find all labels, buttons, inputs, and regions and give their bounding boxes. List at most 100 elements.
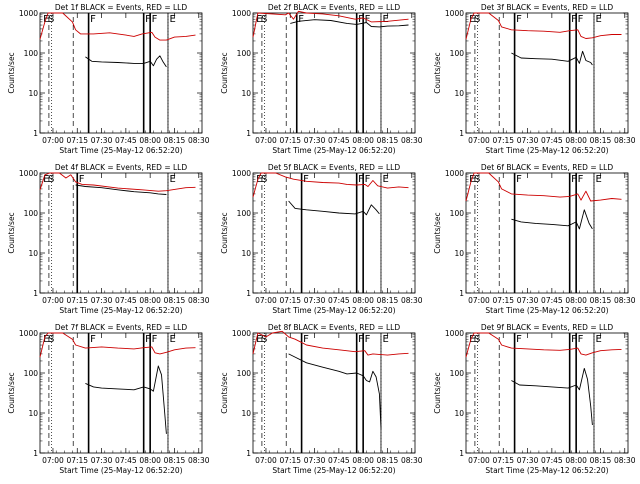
y-tick-label: 100 <box>450 369 465 378</box>
x-tick-label: 07:45 <box>328 456 350 465</box>
plot-frame <box>39 332 203 454</box>
marker-label: F <box>90 334 96 345</box>
y-tick-label: 100 <box>237 209 252 218</box>
marker-label: E <box>469 14 475 25</box>
y-tick-label: 1000 <box>445 169 464 178</box>
marker-label: F <box>358 14 364 25</box>
y-axis-label: Counts/sec <box>433 52 442 93</box>
chart-title: Det 5f BLACK = Events, RED = LLD <box>268 163 401 172</box>
y-tick-label: 100 <box>237 49 252 58</box>
x-tick-label: 08:30 <box>401 456 423 465</box>
x-tick-label: 08:00 <box>565 136 587 145</box>
series-line-black <box>85 55 167 68</box>
y-tick-label: 100 <box>450 209 465 218</box>
x-tick-label: 07:15 <box>492 136 514 145</box>
chart-title: Det 2f BLACK = Events, RED = LLD <box>268 3 401 12</box>
series-line-red <box>465 172 622 202</box>
marker-label: S <box>48 174 54 185</box>
plot-frame <box>252 332 416 454</box>
marker-label: F <box>358 334 364 345</box>
x-tick-label: 08:30 <box>401 136 423 145</box>
x-tick-label: 07:30 <box>91 136 113 145</box>
x-tick-label: 08:00 <box>352 136 374 145</box>
x-axis-label: Start Time (25-May-12 06:52:20) <box>272 146 395 155</box>
x-tick-label: 07:15 <box>66 456 88 465</box>
y-tick-label: 10 <box>28 409 38 418</box>
marker-label: F <box>79 174 85 185</box>
x-tick-label: 07:15 <box>66 296 88 305</box>
chart-title: Det 3f BLACK = Events, RED = LLD <box>481 3 614 12</box>
x-tick-label: 07:45 <box>541 456 563 465</box>
y-tick-label: 10 <box>241 89 251 98</box>
y-axis-label: Counts/sec <box>220 52 229 93</box>
series-line-black <box>511 209 593 230</box>
marker-label: F <box>578 14 584 25</box>
x-tick-label: 07:45 <box>328 136 350 145</box>
marker-label: E <box>256 14 262 25</box>
x-axis-label: Start Time (25-May-12 06:52:20) <box>59 146 182 155</box>
y-axis-label: Counts/sec <box>433 212 442 253</box>
chart-title: Det 6f BLACK = Events, RED = LLD <box>481 163 614 172</box>
marker-label: F <box>571 174 577 185</box>
y-tick-label: 100 <box>24 49 39 58</box>
x-tick-label: 07:00 <box>255 136 277 145</box>
chart-title: Det 8f BLACK = Events, RED = LLD <box>268 323 401 332</box>
y-tick-label: 1 <box>246 449 251 458</box>
chart-panel-2: Det 2f BLACK = Events, RED = LLD 1 10 100 10… <box>220 3 423 155</box>
x-tick-label: 07:15 <box>492 296 514 305</box>
marker-label: E <box>43 334 49 345</box>
marker-label: S <box>474 14 480 25</box>
x-tick-label: 07:45 <box>328 296 350 305</box>
marker-label: F <box>516 334 522 345</box>
marker-label: F <box>358 174 364 185</box>
x-tick-label: 07:30 <box>517 296 539 305</box>
marker-label: F <box>298 14 304 25</box>
chart-title: Det 4f BLACK = Events, RED = LLD <box>55 163 188 172</box>
series-line-black <box>290 19 409 28</box>
marker-label: F <box>365 14 371 25</box>
y-tick-label: 100 <box>24 209 39 218</box>
plot-frame <box>252 12 416 134</box>
y-tick-label: 1000 <box>19 329 38 338</box>
x-tick-label: 07:45 <box>541 296 563 305</box>
series-line-red <box>39 172 196 192</box>
x-tick-label: 08:15 <box>590 136 612 145</box>
y-tick-label: 10 <box>28 89 38 98</box>
series-line-black <box>288 353 382 429</box>
x-tick-label: 07:45 <box>115 136 137 145</box>
x-tick-label: 07:30 <box>304 456 326 465</box>
marker-label: F <box>145 334 151 345</box>
marker-label: E <box>256 334 262 345</box>
x-tick-label: 07:00 <box>468 456 490 465</box>
marker-label: E <box>169 334 175 345</box>
x-tick-label: 07:45 <box>115 456 137 465</box>
marker-label: E <box>469 174 475 185</box>
x-tick-label: 07:30 <box>91 456 113 465</box>
y-tick-label: 1000 <box>19 9 38 18</box>
y-axis-label: Counts/sec <box>220 372 229 413</box>
marker-label: F <box>303 174 309 185</box>
x-tick-label: 07:15 <box>66 136 88 145</box>
x-tick-label: 07:00 <box>42 136 64 145</box>
marker-label: S <box>261 334 267 345</box>
marker-label: E <box>469 334 475 345</box>
x-tick-label: 07:00 <box>255 296 277 305</box>
y-tick-label: 100 <box>237 369 252 378</box>
marker-label: E <box>382 334 388 345</box>
x-tick-label: 07:45 <box>115 296 137 305</box>
marker-label: F <box>145 14 151 25</box>
x-tick-label: 07:00 <box>468 296 490 305</box>
x-axis-label: Start Time (25-May-12 06:52:20) <box>485 306 608 315</box>
x-tick-label: 08:30 <box>401 296 423 305</box>
x-tick-label: 08:00 <box>139 456 161 465</box>
x-tick-label: 07:15 <box>279 136 301 145</box>
chart-panel-7: Det 7f BLACK = Events, RED = LLD 1 10 100 10… <box>7 323 210 475</box>
x-axis-label: Start Time (25-May-12 06:52:20) <box>272 466 395 475</box>
y-axis-label: Counts/sec <box>220 212 229 253</box>
x-tick-label: 08:30 <box>188 296 210 305</box>
y-tick-label: 1000 <box>232 169 251 178</box>
series-line-red <box>252 172 409 198</box>
marker-label: E <box>382 174 388 185</box>
y-tick-label: 1 <box>459 449 464 458</box>
